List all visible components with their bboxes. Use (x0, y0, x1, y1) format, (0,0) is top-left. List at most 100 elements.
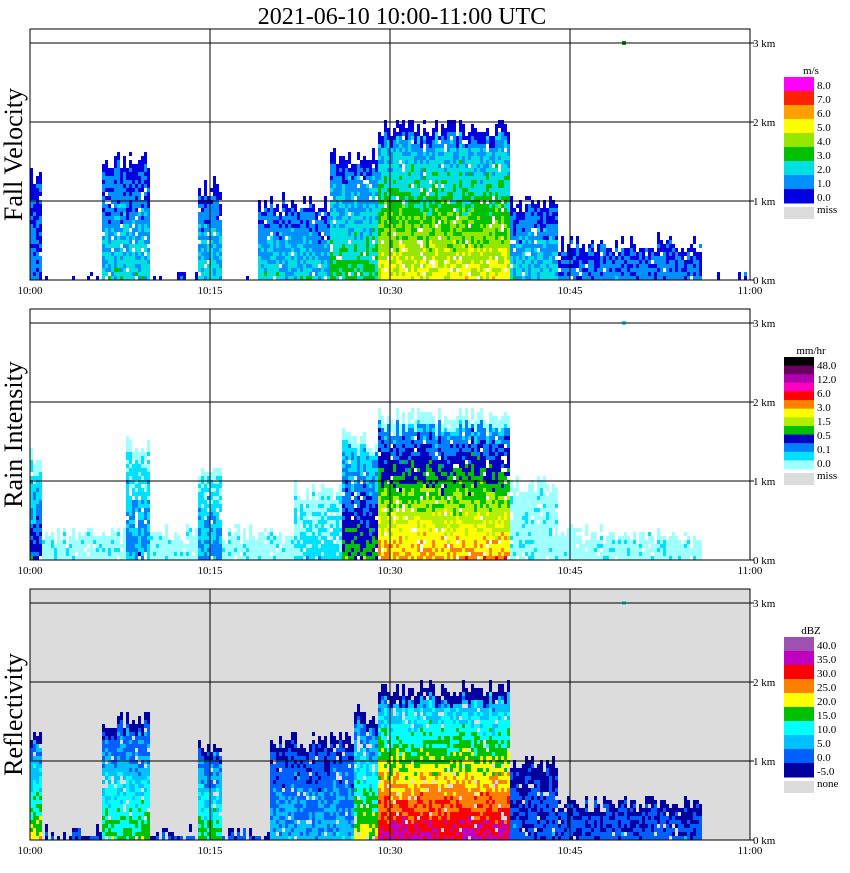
heatmap-cell (312, 528, 315, 532)
heatmap-cell (126, 456, 129, 460)
heatmap-cell (309, 556, 312, 560)
heatmap-cell (105, 264, 108, 268)
heatmap-cell (138, 176, 141, 180)
heatmap-cell (291, 272, 294, 276)
heatmap-cell (354, 228, 357, 232)
heatmap-cell (72, 532, 75, 536)
heatmap-cell (108, 220, 111, 224)
heatmap-cell (288, 552, 291, 556)
heatmap-cell (426, 212, 429, 216)
heatmap-cell (366, 256, 369, 260)
heatmap-cell (408, 236, 411, 240)
heatmap-cell (324, 244, 327, 248)
heatmap-cell (252, 556, 255, 560)
heatmap-cell (33, 220, 36, 224)
heatmap-cell (306, 548, 309, 552)
heatmap-cell (342, 192, 345, 196)
heatmap-cell (429, 276, 432, 280)
heatmap-cell (144, 540, 147, 544)
heatmap-cell (204, 256, 207, 260)
heatmap-cell (483, 156, 486, 160)
heatmap-cell (39, 468, 42, 472)
heatmap-cell (111, 188, 114, 192)
heatmap-cell (480, 180, 483, 184)
heatmap-cell (114, 260, 117, 264)
heatmap-cell (525, 216, 528, 220)
heatmap-cell (351, 244, 354, 248)
heatmap-cell (555, 264, 558, 268)
heatmap-cell (339, 212, 342, 216)
heatmap-cell (465, 276, 468, 280)
heatmap-cell (393, 272, 396, 276)
heatmap-cell (132, 516, 135, 520)
heatmap-cell (285, 244, 288, 248)
heatmap-cell (399, 196, 402, 200)
heatmap-cell (282, 208, 285, 212)
heatmap-cell (363, 272, 366, 276)
heatmap-cell (696, 264, 699, 268)
heatmap-cell (213, 228, 216, 232)
heatmap-cell (657, 260, 660, 264)
heatmap-cell (357, 188, 360, 192)
heatmap-cell (201, 552, 204, 556)
heatmap-cell (543, 224, 546, 228)
heatmap-cell (402, 216, 405, 220)
heatmap-cell (51, 540, 54, 544)
heatmap-cell (312, 532, 315, 536)
heatmap-cell (36, 184, 39, 188)
heatmap-cell (342, 196, 345, 200)
heatmap-cell (318, 208, 321, 212)
heatmap-cell (411, 256, 414, 260)
heatmap-cell (459, 252, 462, 256)
heatmap-cell (300, 520, 303, 524)
heatmap-cell (426, 216, 429, 220)
heatmap-cell (438, 160, 441, 164)
heatmap-cell (114, 188, 117, 192)
heatmap-cell (411, 224, 414, 228)
heatmap-cell (33, 476, 36, 480)
heatmap-cell (444, 216, 447, 220)
heatmap-cell (501, 124, 504, 128)
heatmap-cell (333, 160, 336, 164)
heatmap-cell (378, 136, 381, 140)
heatmap-cell (348, 228, 351, 232)
heatmap-cell (516, 264, 519, 268)
heatmap-cell (354, 188, 357, 192)
heatmap-cell (408, 256, 411, 260)
heatmap-cell (318, 212, 321, 216)
heatmap-cell (498, 176, 501, 180)
heatmap-cell (558, 260, 561, 264)
heatmap-cell (372, 204, 375, 208)
heatmap-cell (441, 128, 444, 132)
heatmap-cell (102, 552, 105, 556)
heatmap-cell (528, 228, 531, 232)
heatmap-cell (423, 184, 426, 188)
heatmap-cell (102, 212, 105, 216)
heatmap-cell (537, 208, 540, 212)
heatmap-cell (444, 140, 447, 144)
heatmap-cell (405, 188, 408, 192)
heatmap-cell (447, 232, 450, 236)
heatmap-cell (249, 528, 252, 532)
heatmap-cell (228, 532, 231, 536)
heatmap-cell (357, 168, 360, 172)
heatmap-cell (483, 228, 486, 232)
heatmap-cell (408, 220, 411, 224)
heatmap-cell (39, 188, 42, 192)
heatmap-cell (411, 204, 414, 208)
heatmap-cell (303, 500, 306, 504)
heatmap-cell (93, 536, 96, 540)
heatmap-cell (477, 172, 480, 176)
heatmap-cell (405, 156, 408, 160)
heatmap-cell (483, 268, 486, 272)
heatmap-cell (645, 276, 648, 280)
heatmap-cell (135, 196, 138, 200)
heatmap-cell (447, 192, 450, 196)
heatmap-cell (255, 552, 258, 556)
heatmap-cell (450, 276, 453, 280)
heatmap-cell (345, 164, 348, 168)
heatmap-cell (231, 540, 234, 544)
heatmap-cell (420, 216, 423, 220)
heatmap-cell (462, 204, 465, 208)
heatmap-cell (486, 240, 489, 244)
